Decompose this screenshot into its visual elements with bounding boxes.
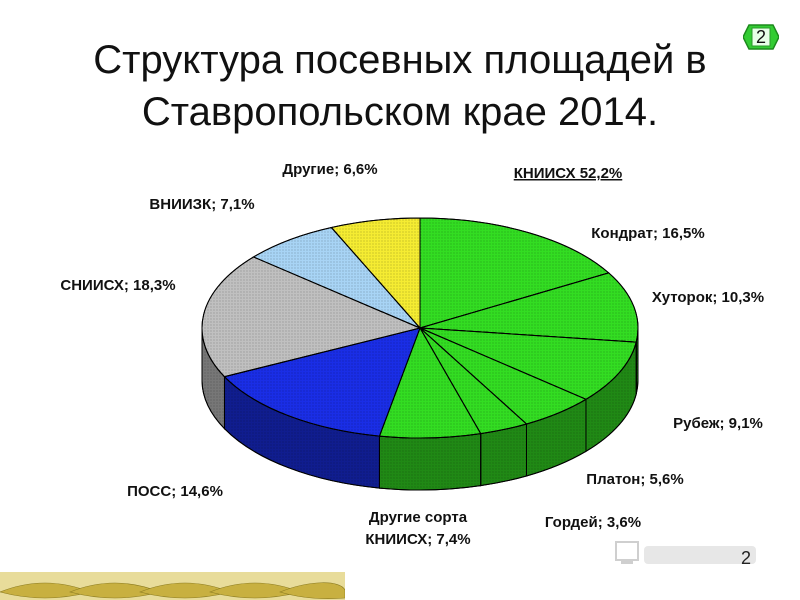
page-number: 2 [741, 548, 752, 568]
slice-side-texture-other-varieties [378, 433, 482, 491]
page-badge-icon [743, 24, 779, 50]
slice-texture-poss [223, 327, 421, 437]
label-kondrat: Кондрат; 16,5% [591, 225, 704, 242]
label-poss: ПОСС; 14,6% [127, 483, 223, 500]
myshared-logo-icon [615, 541, 756, 564]
slice-texture-khutorok [419, 272, 639, 343]
label-rubezh: Рубеж; 9,1% [673, 415, 763, 432]
label-vniizk: ВНИИЗК; 7,1% [149, 196, 254, 213]
slice-texture-other [330, 217, 421, 330]
label-platon: Платон; 5,6% [586, 471, 683, 488]
slice-texture-sniiskh [201, 256, 422, 378]
group-label: КНИИСХ 52,2% [514, 165, 623, 182]
wheat-strip-decoration [0, 572, 345, 600]
slide-title: Структура посевных площадей в Ставрополь… [93, 38, 707, 134]
label-gordey: Гордей; 3,6% [545, 514, 641, 531]
label-khutorok: Хуторок; 10,3% [652, 289, 764, 306]
label-sniiskh: СНИИСХ; 18,3% [60, 277, 175, 294]
slice-texture-kondrat [419, 217, 610, 329]
slice-side-texture-gordey [480, 423, 527, 487]
slice-texture-rubezh [419, 327, 637, 400]
label-other: Другие; 6,6% [282, 161, 377, 178]
pie-labels: Кондрат; 16,5% Хуторок; 10,3% Рубеж; 9,1% П… [60, 161, 764, 548]
slice-texture-other-varieties [378, 326, 482, 439]
page-badge-number: 2 [755, 26, 766, 47]
pie-tops [201, 217, 639, 439]
label-other-varieties: Другие сорта КНИИСХ; 7,4% [365, 509, 470, 548]
